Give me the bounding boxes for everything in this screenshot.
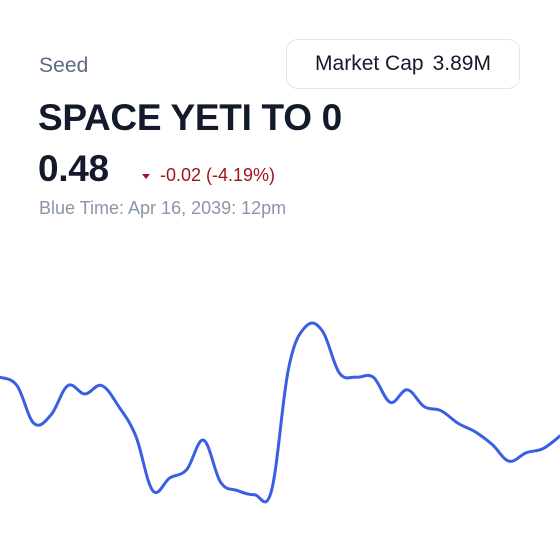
category-label: Seed xyxy=(39,54,89,77)
change-absolute: -0.02 xyxy=(160,165,202,185)
change-percent: (-4.19%) xyxy=(206,165,276,185)
market-cap-button[interactable]: Market Cap 3.89M xyxy=(286,39,520,89)
price-series-line xyxy=(0,321,560,504)
token-title: SPACE YETI TO 0 xyxy=(38,97,342,138)
triangle-down-icon xyxy=(142,173,150,179)
market-cap-label: Market Cap xyxy=(315,52,424,75)
current-price: 0.48 xyxy=(38,148,109,189)
price-chart[interactable] xyxy=(0,300,560,530)
timestamp: Blue Time: Apr 16, 2039: 12pm xyxy=(39,198,287,218)
price-change: -0.02 (-4.19%) xyxy=(142,165,275,186)
market-cap-value: 3.89M xyxy=(432,52,491,75)
